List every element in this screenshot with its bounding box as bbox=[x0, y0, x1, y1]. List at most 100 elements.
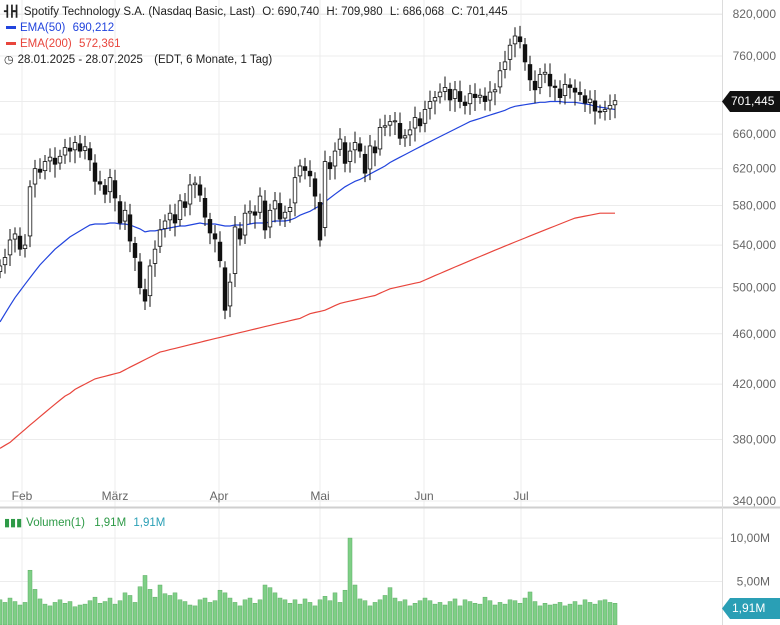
volume-bar bbox=[527, 591, 533, 625]
volume-bar bbox=[337, 602, 343, 625]
volume-bar bbox=[267, 587, 273, 625]
volume-bar bbox=[342, 589, 348, 625]
candle-body bbox=[67, 147, 73, 152]
volume-bar bbox=[107, 597, 113, 625]
volume-bar bbox=[472, 603, 478, 625]
volume-bar bbox=[317, 599, 323, 625]
candle-body bbox=[172, 214, 178, 224]
volume-bar bbox=[567, 603, 573, 625]
instrument-name: Spotify Technology S.A. (Nasdaq Basic, L… bbox=[23, 6, 256, 18]
volume-bar bbox=[602, 599, 608, 625]
candle-body bbox=[407, 129, 413, 136]
volume-bar bbox=[102, 601, 108, 625]
volume-badge-shape bbox=[722, 598, 780, 619]
volume-bar bbox=[222, 592, 228, 625]
volume-bar bbox=[162, 593, 168, 625]
volume-bar bbox=[327, 600, 333, 625]
candle-body bbox=[562, 84, 568, 96]
volume-bar bbox=[272, 592, 278, 625]
volume-bar bbox=[322, 596, 328, 625]
candle-body bbox=[22, 244, 28, 249]
candle-body bbox=[342, 142, 348, 164]
volume-bar bbox=[522, 597, 528, 625]
candle-body bbox=[282, 211, 288, 219]
volume-bar bbox=[397, 601, 403, 625]
candle-body bbox=[227, 281, 233, 307]
candle-body bbox=[232, 226, 238, 274]
candle-body bbox=[62, 147, 68, 156]
volume-bar bbox=[127, 595, 133, 625]
candle-body bbox=[427, 101, 433, 109]
candle-body bbox=[152, 248, 158, 264]
volume-legend[interactable]: ▮▮▮ Volumen(1) 1,91M 1,91M bbox=[4, 516, 169, 531]
ema200-legend[interactable]: EMA(200) 572,361 bbox=[4, 37, 125, 52]
candle-body bbox=[322, 161, 328, 228]
volume-bar bbox=[252, 603, 258, 625]
candle-body bbox=[542, 71, 548, 75]
ema50-line-group bbox=[0, 100, 616, 323]
candle-body bbox=[337, 138, 343, 150]
volume-bar bbox=[572, 601, 578, 625]
candle-body bbox=[357, 143, 363, 152]
candle-body bbox=[602, 109, 608, 112]
volume-bar bbox=[262, 584, 268, 625]
candle-body bbox=[517, 36, 523, 43]
candle-body bbox=[472, 93, 478, 98]
volume-bar bbox=[582, 599, 588, 625]
candle-body bbox=[392, 120, 398, 123]
volume-bar bbox=[202, 597, 208, 625]
high-value: H: 709,980 bbox=[326, 6, 383, 18]
candle-body bbox=[192, 182, 198, 186]
volume-bar bbox=[187, 604, 193, 625]
candle-body bbox=[72, 142, 78, 151]
candle-body bbox=[432, 97, 438, 102]
volume-bar bbox=[287, 603, 293, 625]
candle-body bbox=[582, 95, 588, 104]
y-tick-label: 660,000 bbox=[733, 127, 777, 141]
volume-bar bbox=[12, 601, 18, 625]
candle-body bbox=[212, 233, 218, 240]
range-detail: (EDT, 6 Monate, 1 Tag) bbox=[154, 54, 273, 66]
range-legend: ◷ 28.01.2025 - 28.07.2025 (EDT, 6 Monate,… bbox=[4, 53, 276, 68]
candle-body bbox=[437, 91, 443, 98]
volume-bar bbox=[377, 599, 383, 625]
x-tick-label: März bbox=[102, 489, 129, 503]
volume-bar bbox=[37, 598, 43, 625]
candle-body bbox=[262, 200, 268, 231]
last-price-badge: 701,445 bbox=[722, 91, 780, 112]
candle-body bbox=[347, 150, 353, 162]
x-tick-label: Jun bbox=[414, 489, 433, 503]
x-tick-label: Apr bbox=[210, 489, 229, 503]
volume-bar bbox=[112, 603, 118, 625]
candle-body bbox=[612, 100, 618, 106]
volume-bar bbox=[552, 603, 558, 625]
volume-bar bbox=[457, 605, 463, 625]
volume-bar bbox=[57, 599, 63, 625]
candle-body bbox=[252, 211, 258, 216]
x-tick-label: Feb bbox=[12, 489, 33, 503]
y-tick-label: 340,000 bbox=[733, 494, 777, 508]
ema50-legend[interactable]: EMA(50) 690,212 bbox=[4, 21, 118, 36]
candle-body bbox=[457, 91, 463, 102]
candle-body bbox=[317, 202, 323, 241]
candle-body bbox=[257, 195, 263, 213]
candle-body bbox=[372, 146, 378, 154]
x-tick-label: Mai bbox=[310, 489, 329, 503]
volume-bar bbox=[0, 599, 3, 625]
volume-bar bbox=[247, 597, 253, 625]
volume-bar bbox=[277, 597, 283, 625]
y-tick-label: 500,000 bbox=[733, 281, 777, 295]
volume-tick-label: 5,00M bbox=[737, 575, 770, 589]
candle-body bbox=[12, 233, 18, 240]
candle-body bbox=[332, 150, 338, 167]
candle-body bbox=[267, 209, 273, 228]
volume-bar bbox=[2, 602, 8, 625]
candle-body bbox=[27, 186, 33, 237]
volume-bar bbox=[482, 596, 488, 625]
volume-value-1: 1,91M bbox=[94, 517, 127, 529]
candle-body bbox=[312, 178, 318, 197]
candle-body bbox=[387, 121, 393, 126]
volume-bar bbox=[532, 601, 538, 625]
volume-label: Volumen(1) bbox=[26, 517, 85, 529]
volume-bar bbox=[597, 600, 603, 625]
